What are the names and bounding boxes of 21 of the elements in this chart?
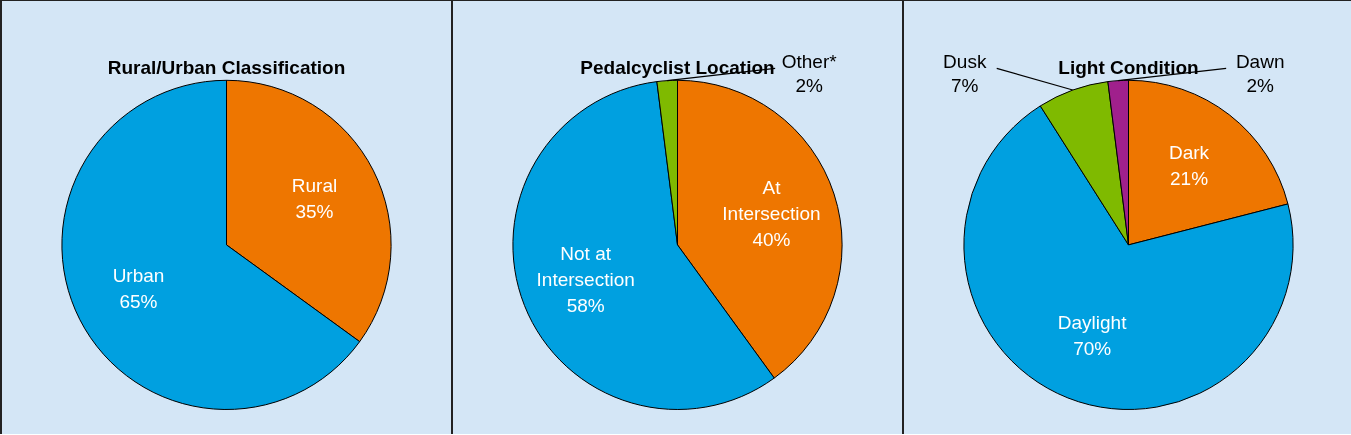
data-label: 2% (795, 74, 823, 96)
slice-label: Dawn (1235, 50, 1285, 72)
data-label: 21% (1170, 168, 1209, 190)
chart-title: Light Condition (1058, 56, 1199, 78)
slice-label: At Intersection (722, 176, 821, 224)
slice-label: Not at Intersection (536, 243, 635, 291)
slice-label: Rural (291, 175, 338, 197)
data-label: 65% (119, 290, 158, 312)
data-label: 70% (1073, 337, 1112, 359)
data-label: 2% (1246, 74, 1274, 96)
data-label: 7% (951, 74, 979, 96)
slice-label: Dusk (943, 50, 987, 72)
chart-title: Pedalcyclist Location (580, 56, 775, 78)
data-label: 58% (566, 295, 605, 317)
slice-label: Urban (112, 264, 165, 286)
slice-label: Daylight (1057, 311, 1128, 333)
data-label: 35% (295, 201, 334, 223)
slice-label: Dark (1168, 142, 1210, 164)
chart-title: Rural/Urban Classification (107, 56, 346, 78)
slice-label: Other* (781, 50, 838, 72)
data-label: 40% (752, 228, 791, 250)
